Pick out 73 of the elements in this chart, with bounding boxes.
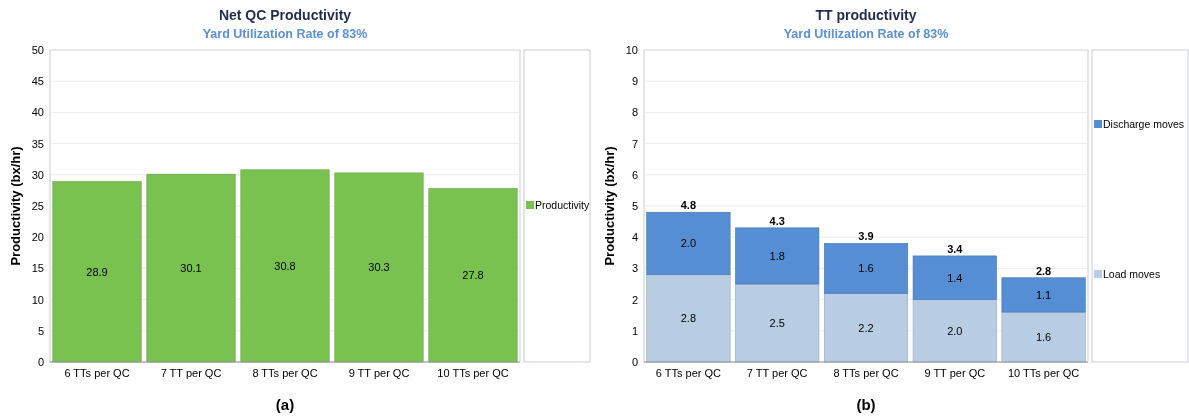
x-tick-label: 8 TTs per QC <box>252 367 318 379</box>
y-tick-label: 9 <box>631 75 638 88</box>
legend-label: Discharge moves <box>1103 118 1185 130</box>
bar <box>823 293 909 363</box>
bar <box>735 227 820 285</box>
y-tick-label: 6 <box>631 168 638 181</box>
y-tick-label: 20 <box>31 231 44 244</box>
y-tick-label: 10 <box>31 293 44 306</box>
total-label: 3.9 <box>858 230 874 243</box>
data-label: 1.6 <box>858 262 874 275</box>
bar <box>646 274 731 363</box>
series-label: Productivity <box>535 199 591 211</box>
x-tick-label: 8 TTs per QC <box>833 367 899 379</box>
y-tick-label: 4 <box>631 231 638 244</box>
total-label: 4.8 <box>680 199 697 212</box>
data-label: 1.4 <box>947 271 963 284</box>
data-label: 30.1 <box>180 262 202 275</box>
y-tick-label: 40 <box>31 106 44 119</box>
y-tick-label: 1 <box>631 324 638 337</box>
data-label: 2.5 <box>769 317 785 329</box>
data-label: 1.8 <box>769 249 785 262</box>
x-tick-label: 9 TT per QC <box>924 367 986 379</box>
x-tick-label: 10 TTs per QC <box>1007 367 1080 379</box>
total-label: 4.3 <box>769 214 785 227</box>
y-tick-label: 25 <box>31 200 44 212</box>
chart-subtitle: Yard Utilization Rate of 83% <box>202 27 368 41</box>
data-label: 28.9 <box>86 265 108 278</box>
chart-subtitle: Yard Utilization Rate of 83% <box>783 27 949 41</box>
x-tick-label: 6 TTs per QC <box>655 367 722 379</box>
x-tick-label: 6 TTs per QC <box>64 367 130 379</box>
chart-title: Net QC Productivity <box>218 7 352 23</box>
y-tick-label: 50 <box>31 44 44 56</box>
bar <box>912 255 997 300</box>
y-tick-label: 0 <box>37 356 44 368</box>
y-tick-label: 35 <box>31 137 44 150</box>
y-tick-label: 3 <box>631 262 638 275</box>
x-tick-label: 7 TT per QC <box>746 367 808 379</box>
bar <box>646 211 731 275</box>
y-tick-label: 15 <box>31 262 44 275</box>
text: (a) <box>275 396 295 413</box>
y-tick-label: 45 <box>31 75 44 88</box>
y-tick-label: 10 <box>625 44 638 56</box>
total-label: 2.8 <box>1035 264 1052 277</box>
bar <box>1001 277 1086 313</box>
total-label: 3.4 <box>947 242 964 255</box>
chart-title: TT productivity <box>815 7 917 23</box>
bar <box>735 283 820 363</box>
data-label: 27.8 <box>462 269 484 282</box>
data-label: 1.1 <box>1035 288 1052 301</box>
y-tick-label: 5 <box>631 200 638 212</box>
data-label: 2.0 <box>947 324 963 337</box>
data-label: 30.3 <box>368 261 390 274</box>
y-axis-title: Productivity (bx/hr) <box>8 146 23 266</box>
bar <box>823 243 909 294</box>
y-tick-label: 5 <box>37 324 44 337</box>
bar <box>1001 311 1086 363</box>
x-tick-label: 7 TT per QC <box>160 367 222 379</box>
data-label: 2.0 <box>680 237 697 250</box>
x-tick-label: 10 TTs per QC <box>437 367 509 379</box>
y-tick-label: 8 <box>631 106 638 119</box>
x-tick-label: 9 TT per QC <box>348 367 410 379</box>
text: (b) <box>856 396 876 413</box>
y-tick-label: 7 <box>631 137 638 150</box>
bar <box>912 299 997 363</box>
data-label: 2.2 <box>858 321 874 334</box>
y-tick-label: 30 <box>31 168 44 181</box>
data-label: 30.8 <box>274 259 296 272</box>
y-axis-title: Productivity (bx/hr) <box>602 146 617 266</box>
y-tick-label: 0 <box>631 356 638 368</box>
data-label: 1.6 <box>1035 331 1052 344</box>
legend-label: Load moves <box>1103 268 1161 280</box>
y-tick-label: 2 <box>631 293 638 306</box>
data-label: 2.8 <box>680 312 697 325</box>
